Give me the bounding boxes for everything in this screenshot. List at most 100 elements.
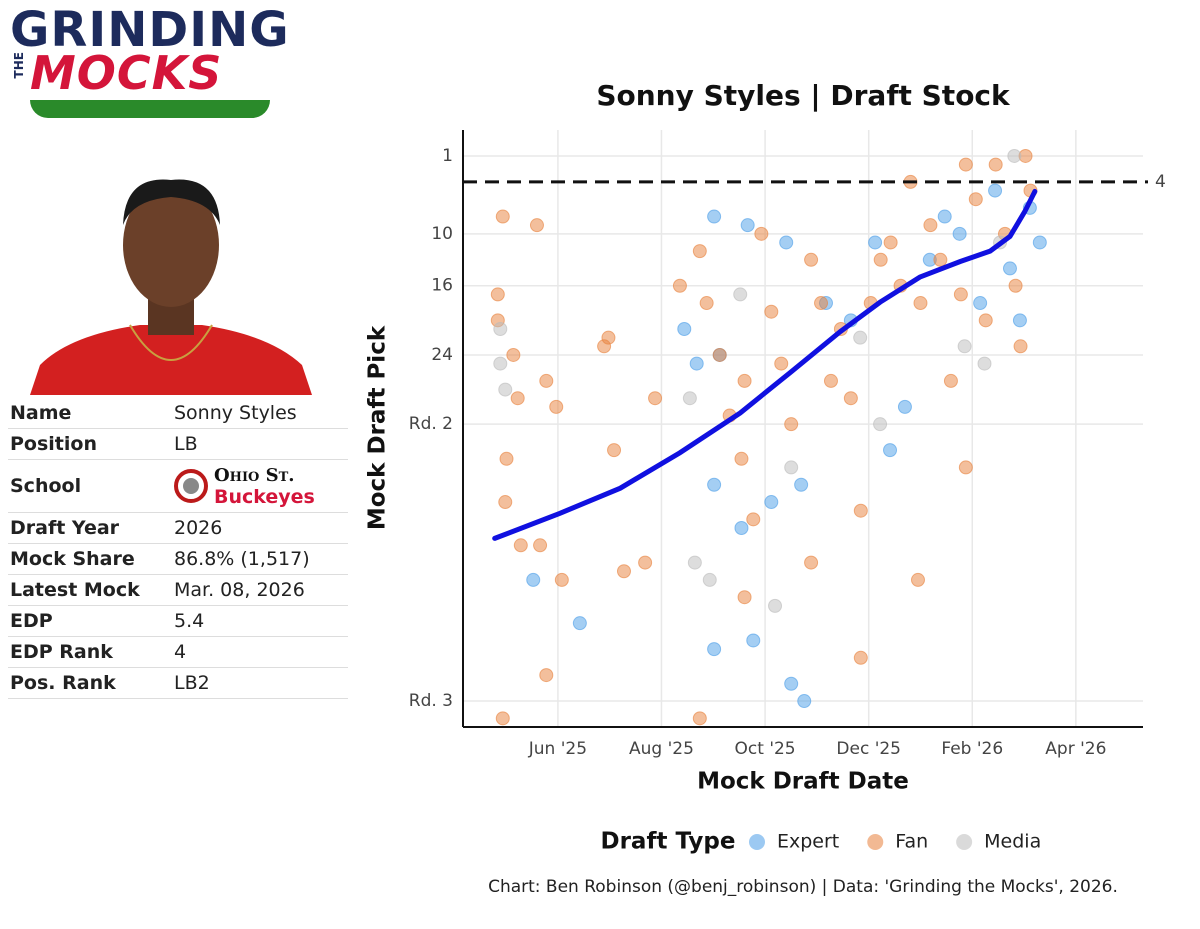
point	[746, 633, 761, 648]
school-logo	[174, 468, 208, 503]
player-panel: GRINDING THE MOCKS Name Sonny Styles Posi…	[0, 0, 350, 929]
legend-label: Expert	[777, 831, 839, 853]
trend-line	[492, 188, 1038, 541]
legend-title: Draft Type	[601, 829, 736, 855]
point	[607, 443, 622, 458]
point	[958, 460, 973, 475]
point	[804, 555, 819, 570]
point	[499, 451, 514, 466]
point	[495, 209, 510, 224]
point	[883, 235, 898, 250]
school-name: Ohio St.	[214, 464, 295, 486]
point	[707, 477, 722, 492]
field-label: EDP Rank	[8, 636, 172, 668]
field-label: Pos. Rank	[8, 667, 172, 699]
point	[913, 296, 928, 311]
legend-swatch	[867, 834, 884, 850]
point	[746, 512, 761, 527]
point	[768, 598, 783, 613]
y-tick-label: 16	[431, 276, 453, 296]
point	[958, 157, 973, 172]
point	[988, 183, 1003, 198]
field-value: 5.4	[172, 605, 348, 637]
point	[774, 356, 789, 371]
point	[533, 538, 548, 553]
field-value: Mar. 08, 2026	[172, 574, 348, 606]
point	[977, 356, 992, 371]
point	[953, 287, 968, 302]
field-label: EDP	[8, 605, 172, 637]
point	[897, 399, 912, 414]
x-axis-label: Mock Draft Date	[697, 769, 909, 795]
point	[978, 313, 993, 328]
field-label: Draft Year	[8, 512, 172, 544]
point	[923, 218, 938, 233]
legend-label: Media	[984, 831, 1041, 853]
point	[853, 330, 868, 345]
point	[539, 668, 554, 683]
point	[526, 572, 541, 587]
point	[1013, 339, 1028, 354]
reference-label: 4	[1155, 172, 1166, 192]
field-value: 2026	[172, 512, 348, 544]
point	[843, 391, 858, 406]
point	[513, 538, 528, 553]
point	[638, 555, 653, 570]
point	[687, 555, 702, 570]
point	[1007, 148, 1022, 163]
point	[797, 694, 812, 709]
point	[910, 572, 925, 587]
point	[672, 278, 687, 293]
chart-title: Sonny Styles | Draft Stock	[596, 79, 1011, 112]
point	[495, 711, 510, 726]
point	[689, 356, 704, 371]
point	[764, 495, 779, 510]
point	[734, 451, 749, 466]
y-tick-label: Rd. 2	[409, 414, 453, 434]
logo-stripe	[30, 100, 270, 118]
point	[784, 417, 799, 432]
point	[1032, 235, 1047, 250]
point	[952, 226, 967, 241]
logo-text: GRINDING	[10, 2, 290, 58]
point	[1008, 278, 1023, 293]
logo-text: THE	[12, 52, 26, 79]
player-photo	[30, 179, 312, 395]
field-value: Ohio St. Buckeyes	[172, 459, 348, 513]
point	[814, 296, 829, 311]
field-label: Latest Mock	[8, 574, 172, 606]
point	[702, 572, 717, 587]
point	[737, 373, 752, 388]
point	[549, 399, 564, 414]
point	[853, 503, 868, 518]
profile-table: Name Sonny Styles Position LB School Ohio …	[8, 398, 348, 699]
field-label: School	[8, 459, 172, 513]
point	[677, 322, 692, 336]
point	[554, 572, 569, 587]
x-tick-label: Dec '25	[836, 739, 901, 759]
field-value: 86.8% (1,517)	[172, 543, 348, 575]
x-tick-label: Oct '25	[735, 739, 796, 759]
point	[490, 287, 505, 302]
field-value: LB	[172, 428, 348, 460]
point	[737, 590, 752, 605]
y-tick-label: 10	[431, 224, 453, 244]
point	[734, 521, 749, 535]
point	[1002, 261, 1017, 276]
point	[539, 373, 554, 388]
legend-swatch	[956, 834, 973, 850]
grid	[463, 130, 1143, 727]
point	[754, 226, 769, 241]
point	[968, 192, 983, 207]
point	[988, 157, 1003, 172]
field-label: Mock Share	[8, 543, 172, 575]
point	[740, 218, 755, 233]
point	[572, 616, 587, 631]
point	[784, 676, 799, 691]
point	[707, 642, 722, 657]
caption: Chart: Ben Robinson (@benj_robinson) | D…	[488, 877, 1118, 897]
point	[943, 373, 958, 388]
point	[873, 252, 888, 267]
point	[883, 443, 898, 458]
